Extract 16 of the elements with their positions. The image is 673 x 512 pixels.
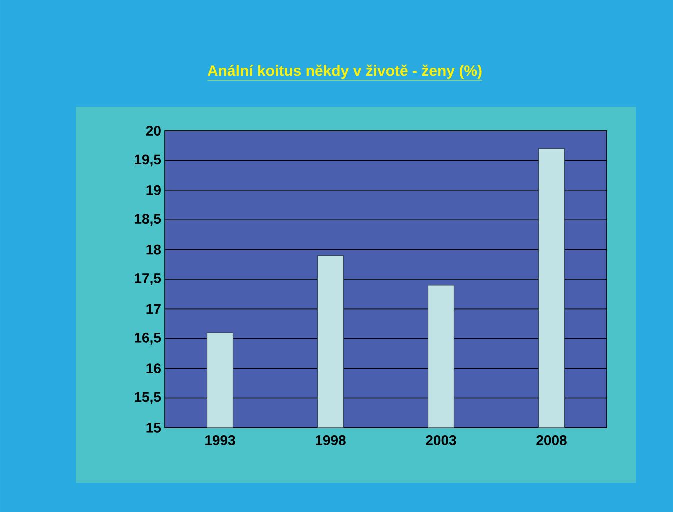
y-tick-label: 17 [146,304,161,314]
y-tick-label: 18,5 [135,214,162,226]
y-tick-label: 19 [146,185,161,196]
y-tick-label: 17,5 [135,274,162,286]
x-tick-label: 1993 [206,436,236,446]
y-tick-label: 15 [146,423,162,433]
x-tick-label: 2003 [426,436,456,446]
chart-title: Anální koitus někdy v životě - ženy (%) [208,64,482,80]
y-tick-label: 15,5 [135,392,162,404]
x-tick-label: 2008 [536,436,567,446]
y-tick-label: 16 [146,364,161,374]
y-tick-label: 19,5 [135,154,162,167]
y-tick-label: 20 [146,126,161,136]
x-tick-label: 1998 [316,436,346,446]
y-tick-label: 18 [146,244,162,255]
y-tick-label: 16,5 [135,332,162,345]
